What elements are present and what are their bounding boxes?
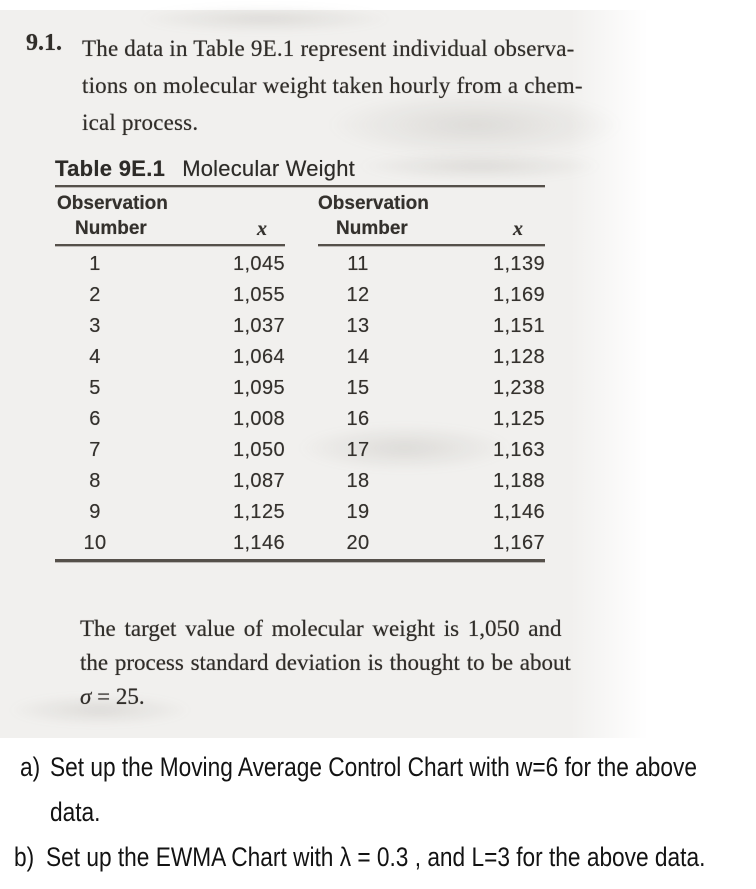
x-value-cell: 1,146 (492, 501, 545, 523)
observation-number-cell: 1 (89, 253, 101, 275)
x-value-cell: 1,037 (232, 315, 285, 337)
observation-number-cell: 3 (89, 315, 101, 337)
observation-number-cell: 15 (346, 377, 370, 399)
column-header-x: x (257, 218, 267, 240)
observation-number-cell: 19 (346, 501, 370, 523)
table-caption-label: Table 9E.1 (55, 156, 166, 181)
observation-number-cell: 13 (346, 315, 370, 337)
x-value-cell: 1,050 (232, 439, 285, 461)
x-value-cell: 1,087 (232, 470, 285, 492)
table-row: 4 1,064 14 1,128 (55, 342, 545, 373)
observation-number-cell: 17 (346, 439, 370, 461)
table-body: 1 1,045 11 1,139 2 1,055 12 1,169 3 1,03… (55, 249, 545, 559)
note-line: the process standard deviation is though… (80, 650, 571, 675)
observation-number-cell: 18 (346, 470, 370, 492)
observation-number-cell: 6 (89, 408, 101, 430)
observation-number-cell: 20 (346, 532, 370, 554)
table-top-rule (55, 185, 545, 188)
table-row: 6 1,008 16 1,125 (55, 404, 545, 435)
x-value-cell: 1,151 (492, 315, 545, 337)
table-caption-title: Molecular Weight (182, 156, 355, 181)
table-header-rule-right (318, 244, 545, 246)
x-value-cell: 1,169 (492, 284, 545, 306)
table-row: 3 1,037 13 1,151 (55, 311, 545, 342)
x-value-cell: 1,045 (232, 253, 285, 275)
question-a-text-continued: data. (50, 797, 101, 827)
table-row: 8 1,087 18 1,188 (55, 466, 545, 497)
observation-number-cell: 9 (89, 501, 101, 523)
x-value-cell: 1,188 (492, 470, 545, 492)
observation-number-cell: 14 (346, 346, 370, 368)
x-value-cell: 1,167 (492, 532, 545, 554)
observation-number-cell: 4 (89, 346, 101, 368)
table-caption: Table 9E.1 Molecular Weight (55, 156, 355, 182)
observation-number-cell: 2 (89, 284, 101, 306)
x-value-cell: 1,008 (232, 408, 285, 430)
x-value-cell: 1,163 (492, 439, 545, 461)
x-value-cell: 1,128 (492, 346, 545, 368)
column-header-number: Number (75, 218, 147, 239)
x-value-cell: 1,125 (232, 501, 285, 523)
x-value-cell: 1,055 (232, 284, 285, 306)
sigma-symbol: σ (80, 684, 92, 709)
column-header-observation: Observation (318, 193, 429, 214)
x-value-cell: 1,095 (232, 377, 285, 399)
column-header-observation: Observation (57, 193, 168, 214)
column-header-x: x (513, 218, 523, 240)
problem-statement-line: The data in Table 9E.1 represent individ… (82, 36, 575, 61)
note-line-sigma: σ = 25. (80, 684, 145, 709)
observation-number-cell: 12 (346, 284, 370, 306)
target-value-note: The target value of molecular weight is … (80, 612, 571, 714)
problem-statement-line: tions on molecular weight taken hourly f… (82, 73, 583, 98)
x-value-cell: 1,146 (232, 532, 285, 554)
molecular-weight-table: Observation Number x Observation Number … (55, 185, 545, 563)
observation-number-cell: 10 (83, 532, 107, 554)
table-row: 2 1,055 12 1,169 (55, 280, 545, 311)
table-bottom-rule (55, 559, 545, 562)
x-value-cell: 1,125 (492, 408, 545, 430)
table-row: 5 1,095 15 1,238 (55, 373, 545, 404)
observation-number-cell: 11 (347, 253, 369, 275)
table-header-rule-left (55, 244, 285, 246)
question-a-marker: a) (20, 752, 41, 782)
table-row: 9 1,125 19 1,146 (55, 497, 545, 528)
question-a-text: Set up the Moving Average Control Chart … (50, 752, 697, 782)
problem-statement: The data in Table 9E.1 represent individ… (82, 30, 583, 141)
observation-number-cell: 5 (89, 377, 101, 399)
observation-number-cell: 16 (346, 408, 370, 430)
x-value-cell: 1,139 (492, 253, 545, 275)
problem-statement-line: ical process. (82, 110, 199, 135)
column-header-number: Number (336, 218, 408, 239)
table-row: 1 1,045 11 1,139 (55, 249, 545, 280)
problem-number: 9.1. (26, 30, 62, 56)
question-b-marker: b) (14, 842, 35, 872)
observation-number-cell: 7 (89, 439, 101, 461)
table-row: 7 1,050 17 1,163 (55, 435, 545, 466)
question-b-text: Set up the EWMA Chart with λ = 0.3 , and… (46, 842, 706, 872)
observation-number-cell: 8 (89, 470, 101, 492)
table-row: 10 1,146 20 1,167 (55, 528, 545, 559)
scanned-page-background (0, 10, 648, 738)
x-value-cell: 1,064 (232, 346, 285, 368)
note-line: The target value of molecular weight is … (80, 616, 562, 641)
x-value-cell: 1,238 (492, 377, 545, 399)
